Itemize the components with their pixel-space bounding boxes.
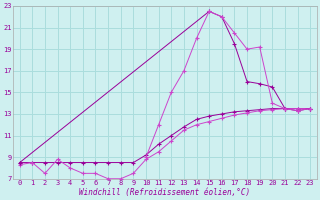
X-axis label: Windchill (Refroidissement éolien,°C): Windchill (Refroidissement éolien,°C) <box>79 188 251 197</box>
